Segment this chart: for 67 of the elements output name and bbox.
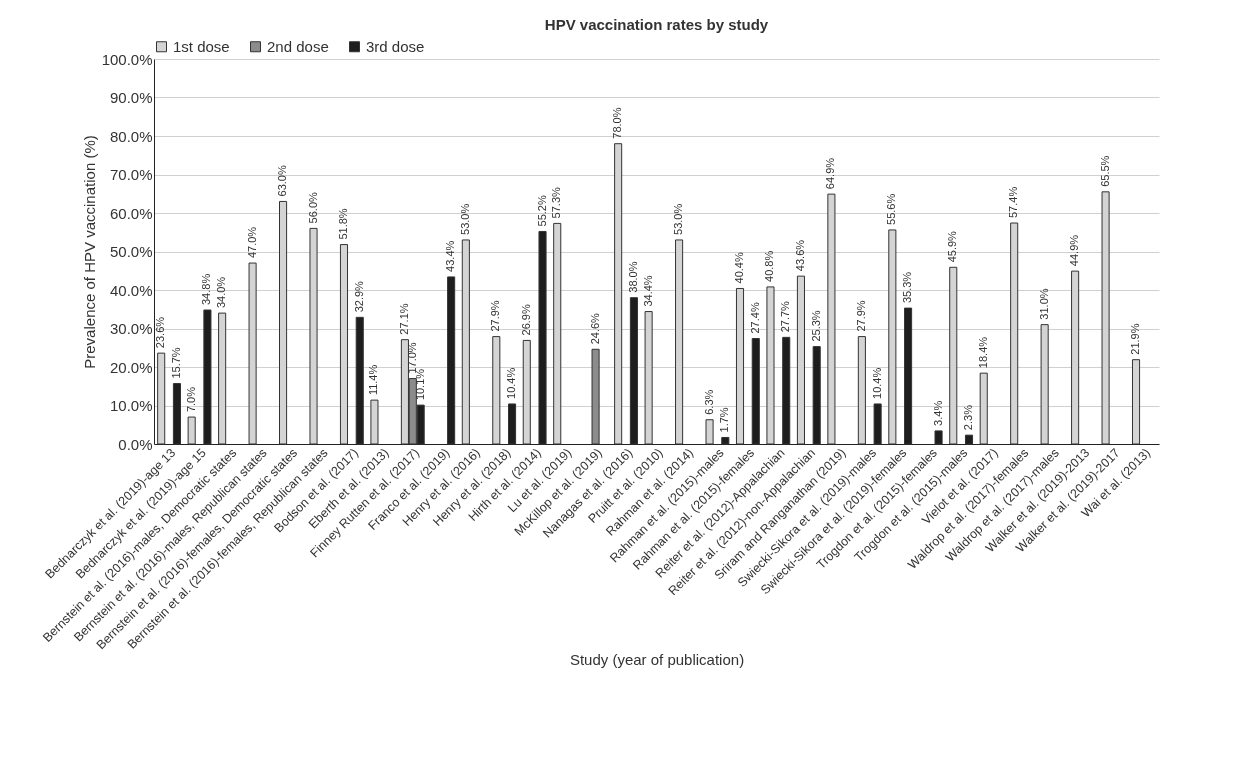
data-label: 10.4% xyxy=(505,367,518,399)
data-label: 3.4% xyxy=(931,400,944,426)
legend-label: 2nd dose xyxy=(267,37,329,55)
y-tick-label: 10.0% xyxy=(109,397,153,414)
data-label: 51.8% xyxy=(336,208,349,240)
data-label: 57.3% xyxy=(550,186,563,219)
data-label: 34.4% xyxy=(641,275,654,307)
data-label: 21.9% xyxy=(1129,323,1142,355)
data-label: 34.8% xyxy=(200,273,213,306)
data-label: 11.4% xyxy=(367,364,380,396)
data-label: 17.0% xyxy=(405,342,418,374)
data-label: 27.9% xyxy=(854,300,867,332)
data-label: 55.6% xyxy=(885,193,898,225)
y-tick-label: 90.0% xyxy=(109,89,153,106)
data-label: 35.3% xyxy=(901,271,914,304)
data-label: 40.8% xyxy=(763,250,776,282)
data-label: 45.9% xyxy=(946,230,959,263)
data-label: 53.0% xyxy=(672,203,685,235)
data-label: 57.4% xyxy=(1007,186,1020,219)
data-label: 56.0% xyxy=(306,191,319,224)
legend-label: 1st dose xyxy=(173,37,230,55)
data-label: 78.0% xyxy=(611,107,624,139)
y-axis-title: Prevalence of HPV vaccination (%) xyxy=(80,135,98,369)
x-axis-title: Study (year of publication) xyxy=(569,650,745,668)
data-label: 55.2% xyxy=(535,195,548,227)
data-label: 27.9% xyxy=(489,300,502,332)
y-tick-label: 80.0% xyxy=(109,127,153,145)
data-label: 23.6% xyxy=(154,316,167,349)
data-label: 43.6% xyxy=(793,239,806,272)
y-tick-label: 50.0% xyxy=(109,243,153,260)
data-label: 1.7% xyxy=(718,407,731,433)
y-tick-label: 30.0% xyxy=(109,320,153,337)
data-label: 10.4% xyxy=(870,367,883,399)
y-tick-label: 70.0% xyxy=(109,166,153,183)
data-label: 7.0% xyxy=(184,386,197,413)
legend-label: 3rd dose xyxy=(366,37,425,55)
bar xyxy=(591,348,600,445)
data-label: 44.9% xyxy=(1068,234,1081,267)
data-label: 47.0% xyxy=(245,226,258,259)
y-tick-label: 40.0% xyxy=(109,281,153,299)
data-label: 27.1% xyxy=(397,303,410,335)
y-tick-label: 0.0% xyxy=(118,435,153,453)
data-label: 18.4% xyxy=(976,336,989,369)
data-label: 2.3% xyxy=(962,404,975,431)
data-label: 53.0% xyxy=(458,203,471,235)
y-tick-label: 20.0% xyxy=(109,358,153,376)
y-tick-label: 100.0% xyxy=(101,50,153,68)
data-label: 34.0% xyxy=(215,276,228,309)
bar xyxy=(187,416,196,445)
data-label: 25.3% xyxy=(809,310,822,342)
chart-title: HPV vaccination rates by study xyxy=(544,16,769,33)
data-label: 38.0% xyxy=(626,261,639,293)
data-label: 31.0% xyxy=(1037,288,1050,320)
data-label: 15.7% xyxy=(169,347,182,379)
data-label: 32.9% xyxy=(352,280,365,313)
y-tick-label: 60.0% xyxy=(109,204,153,222)
data-label: 43.4% xyxy=(444,240,457,272)
data-label: 64.9% xyxy=(824,157,837,190)
data-label: 63.0% xyxy=(276,165,289,197)
bar xyxy=(705,419,714,445)
data-label: 26.9% xyxy=(519,304,532,336)
data-label: 6.3% xyxy=(702,389,715,415)
data-label: 24.6% xyxy=(588,312,601,345)
data-label: 65.5% xyxy=(1098,155,1111,187)
data-label: 27.4% xyxy=(748,302,761,334)
data-label: 40.4% xyxy=(733,252,746,284)
data-label: 27.7% xyxy=(779,300,792,333)
